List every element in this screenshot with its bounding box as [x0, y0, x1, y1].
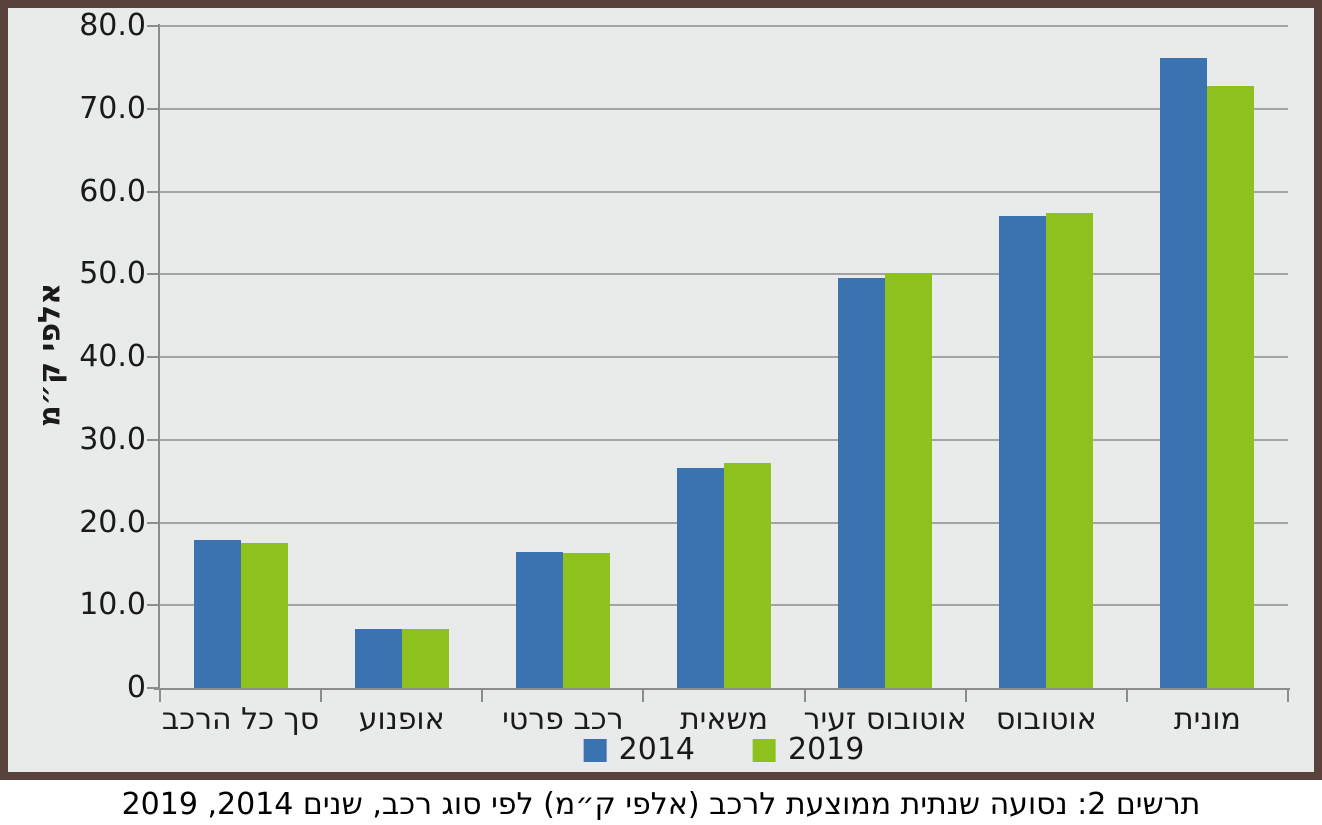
- x-category-label-1: אופנוע: [358, 702, 445, 737]
- x-tick-mark-4: [803, 690, 806, 702]
- legend-swatch-icon: [583, 738, 607, 762]
- x-tick-mark-1: [320, 690, 323, 702]
- gridline-y-50: [160, 273, 1288, 276]
- legend-label: 2019: [788, 732, 865, 767]
- gridline-y-70: [160, 107, 1288, 110]
- y-tick-label-70: 70.0: [79, 90, 146, 126]
- y-tick-mark-40: [147, 356, 160, 358]
- x-category-label-2: רכב פרטי: [502, 702, 624, 737]
- y-tick-mark-20: [147, 521, 160, 524]
- x-tick-mark-2: [481, 690, 484, 702]
- plot-area: [160, 25, 1288, 688]
- x-tick-mark-6: [1125, 690, 1128, 702]
- y-tick-mark-80: [147, 25, 160, 27]
- y-tick-label-10: 10.0: [79, 587, 146, 623]
- x-tick-mark-5: [964, 690, 967, 702]
- y-tick-mark-60: [147, 190, 160, 193]
- bar-2019-cat0: [240, 543, 288, 688]
- y-tick-label-50: 50.0: [79, 256, 146, 292]
- y-tick-label-0: 0: [126, 670, 146, 705]
- gridline-y-30: [160, 438, 1288, 441]
- x-tick-mark-7: [1287, 690, 1289, 702]
- bar-2014-cat4: [838, 278, 886, 688]
- x-category-label-6: מונית: [1173, 702, 1241, 737]
- bar-2019-cat5: [1046, 213, 1094, 688]
- bar-2014-cat6: [1160, 58, 1208, 688]
- legend-item-2019: 2019: [753, 735, 864, 765]
- gridline-y-40: [160, 356, 1288, 358]
- legend: 2014 2019: [583, 732, 864, 767]
- y-tick-label-80: 80.0: [79, 8, 146, 43]
- x-category-label-4: אוטובוס זעיר: [803, 702, 967, 737]
- x-category-label-0: סך כל הרכב: [161, 702, 320, 737]
- y-tick-mark-30: [147, 438, 160, 441]
- bar-2014-cat2: [515, 552, 563, 688]
- legend-swatch-icon: [753, 738, 776, 762]
- x-axis-line: [154, 688, 1290, 690]
- bar-2014-cat5: [999, 215, 1047, 688]
- bar-2014-cat0: [193, 539, 241, 688]
- x-tick-mark-3: [642, 690, 645, 702]
- x-category-label-3: משאית: [679, 702, 769, 737]
- bar-2019-cat6: [1207, 85, 1255, 688]
- gridline-y-60: [160, 190, 1288, 193]
- y-tick-label-20: 20.0: [79, 504, 146, 540]
- x-category-label-5: אוטובוס: [995, 702, 1097, 737]
- legend-label: 2014: [618, 732, 695, 767]
- x-tick-mark-0: [159, 690, 161, 702]
- bar-2014-cat3: [677, 467, 724, 688]
- chart-caption: תרשים 2: נסועה שנתית ממוצעת לרכב (אלפי ק…: [121, 787, 1201, 822]
- bar-2019-cat4: [885, 273, 933, 688]
- caption-area: תרשים 2: נסועה שנתית ממוצעת לרכב (אלפי ק…: [0, 780, 1322, 825]
- bar-2019-cat2: [562, 553, 610, 688]
- legend-item-2014: 2014: [583, 732, 695, 767]
- y-tick-label-60: 60.0: [79, 173, 146, 209]
- y-tick-mark-10: [147, 604, 160, 607]
- bar-2019-cat1: [401, 629, 449, 688]
- y-tick-label-40: 40.0: [79, 339, 146, 374]
- y-tick-mark-50: [147, 273, 160, 276]
- y-tick-label-30: 30.0: [79, 421, 146, 457]
- bar-2019-cat3: [724, 462, 771, 688]
- bar-2014-cat1: [354, 629, 402, 688]
- chart-frame: אלפי ק״מ 0 10.0 20.0 30.0 40.0 50.0 60.0 70.0 80…: [0, 0, 1322, 780]
- y-tick-mark-0: [147, 687, 160, 689]
- gridline-y-80: [160, 25, 1288, 27]
- y-tick-mark-70: [147, 107, 160, 110]
